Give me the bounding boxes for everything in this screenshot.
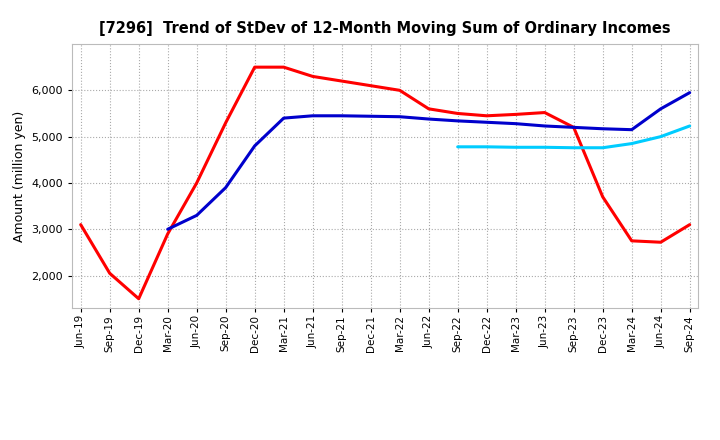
Line: 3 Years: 3 Years <box>81 67 690 299</box>
7 Years <box>541 145 549 150</box>
5 Years <box>279 115 288 121</box>
7 Years <box>570 145 578 150</box>
5 Years <box>627 127 636 132</box>
3 Years <box>366 83 375 88</box>
5 Years <box>221 185 230 190</box>
5 Years <box>454 118 462 124</box>
3 Years <box>105 271 114 276</box>
7 Years <box>685 123 694 128</box>
5 Years <box>308 113 317 118</box>
7 Years <box>482 144 491 150</box>
3 Years <box>338 78 346 84</box>
3 Years <box>482 113 491 118</box>
3 Years <box>192 180 201 186</box>
7 Years <box>657 134 665 139</box>
5 Years <box>657 106 665 111</box>
5 Years <box>395 114 404 119</box>
5 Years <box>163 227 172 232</box>
3 Years <box>541 110 549 115</box>
3 Years <box>251 65 259 70</box>
5 Years <box>570 125 578 130</box>
3 Years <box>424 106 433 111</box>
7 Years <box>511 145 520 150</box>
Title: [7296]  Trend of StDev of 12-Month Moving Sum of Ordinary Incomes: [7296] Trend of StDev of 12-Month Moving… <box>99 21 671 36</box>
5 Years <box>366 114 375 119</box>
3 Years <box>76 222 85 227</box>
5 Years <box>251 143 259 149</box>
5 Years <box>598 126 607 132</box>
3 Years <box>685 222 694 227</box>
3 Years <box>598 194 607 199</box>
Y-axis label: Amount (million yen): Amount (million yen) <box>13 110 26 242</box>
3 Years <box>135 296 143 301</box>
7 Years <box>598 145 607 150</box>
3 Years <box>308 74 317 79</box>
3 Years <box>395 88 404 93</box>
3 Years <box>511 112 520 117</box>
3 Years <box>279 65 288 70</box>
5 Years <box>685 90 694 95</box>
7 Years <box>454 144 462 150</box>
3 Years <box>627 238 636 243</box>
7 Years <box>627 141 636 146</box>
3 Years <box>657 240 665 245</box>
Line: 7 Years: 7 Years <box>458 126 690 148</box>
3 Years <box>454 111 462 116</box>
5 Years <box>338 113 346 118</box>
5 Years <box>192 213 201 218</box>
5 Years <box>511 121 520 126</box>
5 Years <box>482 120 491 125</box>
3 Years <box>163 231 172 237</box>
Line: 5 Years: 5 Years <box>168 93 690 229</box>
5 Years <box>424 117 433 122</box>
5 Years <box>541 123 549 128</box>
3 Years <box>221 120 230 125</box>
3 Years <box>570 125 578 130</box>
